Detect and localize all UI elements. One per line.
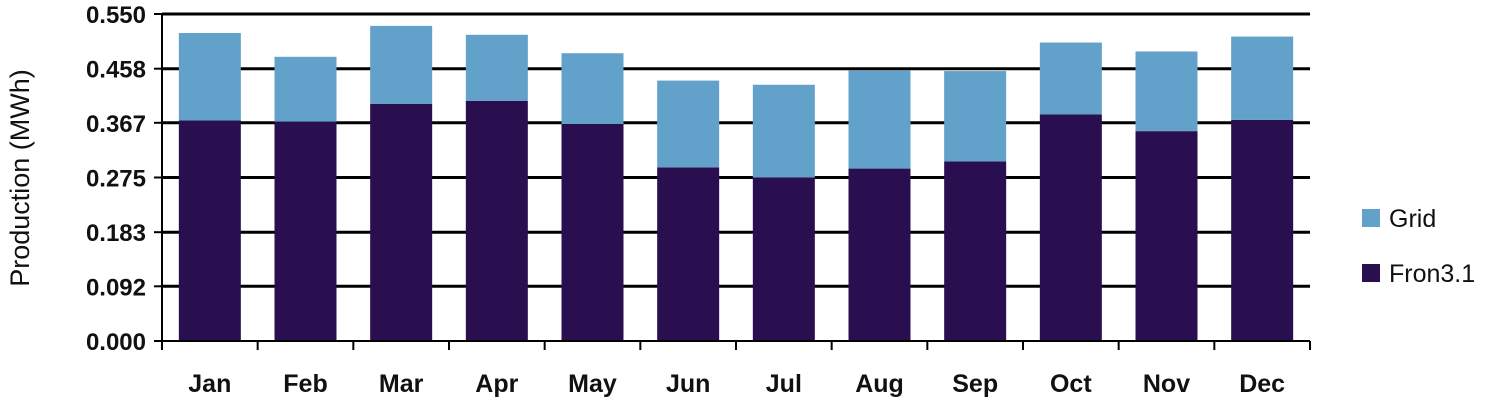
y-axis-title: Production (MWh) (5, 69, 35, 287)
bar-grid-jan (178, 33, 241, 121)
bar-grid-may (561, 53, 624, 124)
bar-fron3-1-apr (465, 100, 528, 341)
legend-swatch-fron3-1 (1362, 264, 1380, 282)
y-tick-label: 0.275 (86, 166, 146, 193)
x-tick-label: May (568, 370, 617, 398)
bar-fron3-1-jun (657, 167, 720, 341)
y-tick-label: 0.458 (86, 57, 146, 84)
bar-fron3-1-dec (1231, 119, 1294, 341)
x-tick-label: Nov (1143, 370, 1190, 398)
x-axis-ticks: Jan Feb Mar Apr May Jun Jul Aug Sep Oct Nov Dec (161, 341, 1311, 398)
y-tick-label: 0.550 (86, 2, 146, 29)
x-tick-label: Jun (666, 370, 710, 398)
bar-fron3-1-feb (274, 121, 337, 341)
x-tick-label: Mar (379, 370, 424, 398)
x-tick-label: Apr (475, 370, 518, 398)
bar-grid-mar (370, 25, 433, 104)
bar-grid-feb (274, 56, 337, 122)
y-tick-label: 0.000 (86, 329, 146, 356)
bar-fron3-1-aug (848, 168, 911, 341)
bar-grid-jul (752, 84, 815, 178)
x-tick-label: Aug (855, 370, 904, 398)
y-axis-ticks: 0.000 0.092 0.183 0.275 0.367 0.458 0.550 (86, 2, 162, 356)
bar-grid-aug (848, 70, 911, 169)
y-tick-label: 0.183 (86, 220, 146, 247)
bar-fron3-1-nov (1135, 131, 1198, 341)
x-tick-label: Sep (952, 370, 998, 398)
bar-fron3-1-oct (1039, 114, 1102, 341)
bar-fron3-1-sep (944, 161, 1007, 341)
bar-grid-apr (465, 34, 528, 101)
bar-fron3-1-may (561, 123, 624, 342)
bar-grid-sep (944, 71, 1007, 162)
bar-grid-jun (657, 80, 720, 168)
bar-grid-nov (1135, 51, 1198, 132)
x-tick-label: Jan (188, 370, 231, 398)
bar-fron3-1-jan (178, 120, 241, 341)
legend-label-fron3-1: Fron3.1 (1389, 260, 1475, 288)
x-tick-label: Dec (1239, 370, 1285, 398)
x-tick-label: Feb (283, 370, 327, 398)
legend-label-grid: Grid (1389, 205, 1436, 233)
bar-grid-oct (1039, 42, 1102, 115)
bar-fron3-1-jul (752, 177, 815, 341)
legend: Grid Fron3.1 (1362, 205, 1475, 288)
x-tick-label: Jul (766, 370, 802, 398)
gridlines (162, 12, 1310, 288)
bar-fron3-1-mar (370, 103, 433, 341)
bars (178, 25, 1294, 342)
legend-swatch-grid (1362, 209, 1380, 227)
x-tick-label: Oct (1050, 370, 1092, 398)
bar-grid-dec (1231, 36, 1294, 120)
y-tick-label: 0.092 (86, 274, 146, 301)
y-tick-label: 0.367 (86, 111, 146, 138)
